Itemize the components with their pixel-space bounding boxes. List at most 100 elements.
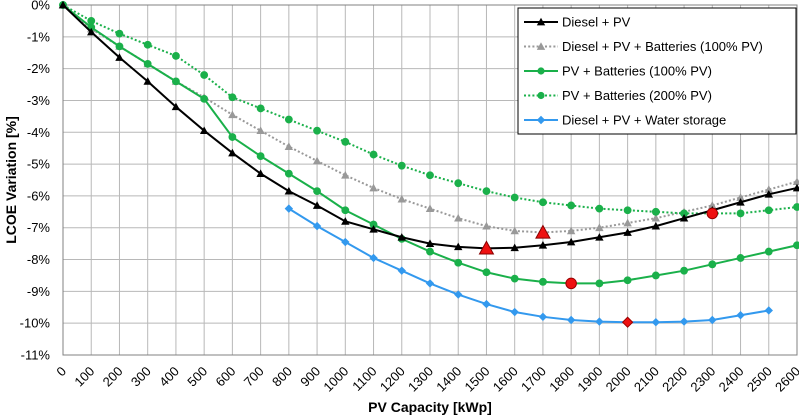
data-point: [651, 207, 660, 216]
data-point: [708, 260, 717, 269]
data-point: [284, 115, 293, 124]
data-point: [87, 16, 96, 25]
data-point: [228, 110, 237, 119]
data-point: [793, 241, 799, 250]
data-point: [454, 258, 463, 267]
data-point: [595, 279, 604, 288]
data-point: [200, 71, 209, 79]
data-point: [539, 277, 547, 286]
data-point: [256, 126, 265, 135]
data-point: [566, 237, 576, 246]
data-point: [454, 213, 463, 222]
data-point: [454, 290, 463, 299]
data-point: [397, 266, 406, 275]
series-3: [59, 1, 799, 288]
data-point: [651, 318, 661, 327]
data-point: [341, 237, 350, 247]
data-point: [256, 152, 265, 161]
data-point: [708, 201, 717, 209]
data-point: [313, 126, 321, 135]
data-point: [708, 315, 717, 325]
y-tick-label: -11%: [21, 348, 51, 363]
legend-label: PV + Batteries (200% PV): [562, 88, 712, 103]
data-point: [680, 266, 688, 275]
y-tick-label: -2%: [27, 61, 51, 76]
legend-item: PV + Batteries (200% PV): [524, 88, 712, 103]
y-tick-label: -8%: [27, 252, 51, 267]
data-point: [369, 183, 378, 192]
y-axis-title: LCOE Variation [%]: [3, 116, 19, 244]
data-point: [397, 194, 406, 203]
data-point: [482, 268, 491, 277]
y-tick-label: 0%: [31, 0, 50, 13]
data-point: [341, 217, 350, 225]
data-point: [426, 247, 434, 256]
data-point: [284, 169, 293, 178]
data-point: [792, 183, 799, 192]
optimum-markers: [478, 207, 719, 328]
legend-label: Diesel + PV + Batteries (100% PV): [562, 39, 763, 54]
data-point: [228, 133, 237, 141]
series-line: [62, 4, 798, 215]
data-point: [312, 156, 322, 165]
data-point: [228, 93, 237, 102]
data-point: [736, 254, 745, 262]
data-point: [764, 247, 773, 256]
data-point: [595, 233, 604, 241]
data-point: [792, 177, 799, 185]
data-point: [369, 253, 378, 263]
optimum-point: [535, 224, 551, 239]
data-point: [256, 104, 265, 113]
data-point: [426, 171, 434, 180]
data-point: [284, 204, 294, 213]
data-point: [736, 193, 745, 201]
data-point: [143, 77, 152, 85]
data-point: [58, 0, 68, 9]
data-point: [172, 51, 180, 60]
series-line: [288, 207, 769, 324]
legend-marker: [537, 67, 545, 75]
data-point: [736, 311, 745, 320]
data-point: [200, 94, 209, 103]
data-point: [482, 299, 491, 309]
data-point: [510, 226, 519, 235]
legend-marker: [536, 17, 546, 26]
data-point: [87, 27, 96, 36]
x-axis-title: PV Capacity [kWp]: [368, 399, 492, 415]
series-4: [59, 1, 799, 218]
legend-marker: [536, 42, 546, 50]
data-point: [425, 279, 435, 288]
optimum-point: [565, 277, 577, 290]
data-point: [341, 171, 350, 179]
data-point: [171, 102, 181, 111]
data-point: [595, 223, 604, 232]
series-1: [58, 0, 799, 252]
data-point: [538, 241, 548, 249]
data-point: [341, 137, 350, 146]
data-point: [341, 206, 350, 215]
data-point: [680, 209, 688, 218]
optimum-point: [621, 316, 634, 328]
y-tick-label: -10%: [20, 316, 51, 331]
legend: Diesel + PV Diesel + PV + Batteries (100%…: [517, 7, 797, 135]
data-point: [115, 29, 124, 38]
data-point: [369, 150, 378, 159]
data-point: [284, 142, 294, 150]
data-point: [199, 126, 209, 135]
y-tick-label: -4%: [27, 125, 51, 140]
data-point: [623, 206, 632, 215]
data-point: [482, 221, 491, 230]
legend-item: PV + Batteries (100% PV): [524, 64, 712, 79]
y-tick-label: -6%: [27, 188, 51, 203]
data-point: [764, 306, 773, 315]
data-point: [651, 221, 661, 230]
legend-item: Diesel + PV: [524, 15, 631, 30]
data-point: [764, 185, 773, 193]
data-point: [143, 40, 152, 49]
data-point: [482, 187, 491, 196]
data-point: [369, 220, 378, 229]
data-point: [764, 206, 773, 215]
legend-marker: [536, 115, 546, 125]
data-point: [679, 213, 689, 222]
